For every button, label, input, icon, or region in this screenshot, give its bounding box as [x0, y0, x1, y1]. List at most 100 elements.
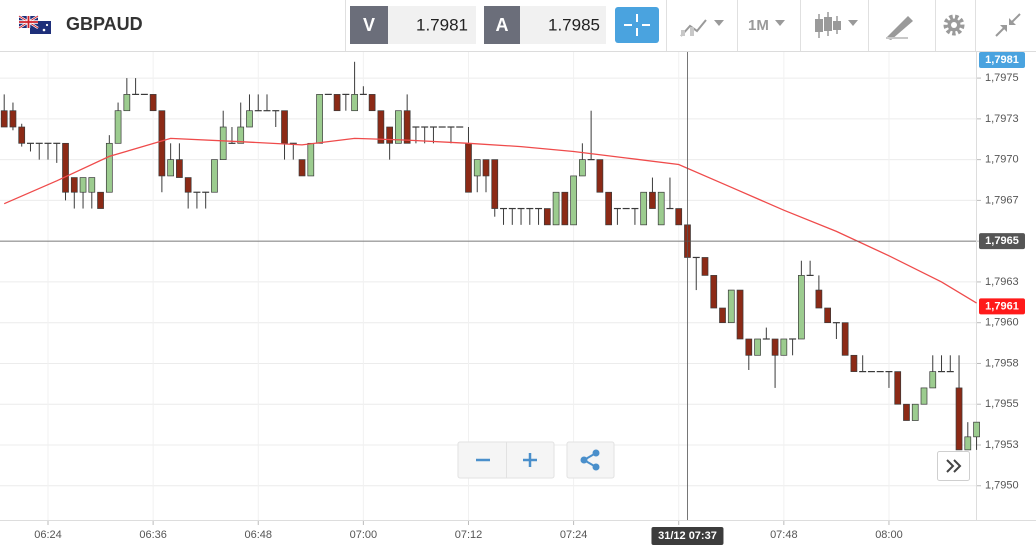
candle-body — [482, 159, 490, 177]
candle-body — [9, 110, 17, 128]
y-tick-label: 1,7950 — [985, 480, 1019, 492]
candle-body — [114, 110, 122, 144]
crosshair-y-label-bg — [979, 233, 1025, 250]
sell-price[interactable]: 1.7981 — [416, 15, 468, 34]
candle-body — [780, 338, 788, 356]
candle-body — [850, 354, 858, 372]
y-tick-label: 1,7970 — [985, 154, 1019, 166]
buy-label-bg[interactable] — [484, 6, 520, 44]
crosshair-button[interactable] — [615, 7, 659, 43]
sell-button[interactable]: V 1.7981 — [350, 6, 476, 44]
buy-label[interactable]: A — [496, 15, 509, 35]
buy-price-bg[interactable] — [520, 6, 606, 44]
candle-body — [727, 289, 735, 324]
candle-body — [298, 159, 306, 177]
x-tick-label: 07:00 — [350, 529, 378, 541]
candle-body — [570, 175, 577, 226]
drawing-button[interactable] — [886, 16, 913, 40]
candle-body — [70, 177, 78, 193]
candle-body — [955, 387, 963, 451]
sell-label-bg[interactable] — [350, 6, 388, 44]
candle-body — [736, 289, 744, 340]
x-tick-label: 07:12 — [455, 529, 483, 541]
buy-button[interactable]: A 1.7985 — [484, 6, 606, 44]
y-tick-label: 1,7955 — [985, 398, 1019, 410]
x-tick-label: 06:24 — [34, 529, 62, 541]
candle-body — [149, 94, 157, 112]
x-tick-label: 07:24 — [560, 529, 588, 541]
candle-body — [377, 110, 385, 144]
candle-body — [176, 159, 183, 178]
candle-body — [465, 142, 472, 193]
candle-body — [351, 94, 358, 112]
candle-body — [158, 110, 166, 177]
candle-body — [18, 126, 26, 144]
sell-price-bg[interactable] — [388, 6, 476, 44]
y-tick-label: 1,7973 — [985, 113, 1019, 125]
plot-area: 1,7975 1,7973 1,7970 1,7967 1,7965 1,7963 1,79… — [0, 52, 1036, 545]
candle-body — [184, 177, 192, 193]
buy-price[interactable]: 1.7985 — [548, 15, 600, 34]
symbol: GBPAUD — [66, 14, 143, 34]
moving-average-line — [3, 137, 977, 304]
candle-body — [657, 191, 665, 226]
x-tick-label: 07:48 — [770, 529, 798, 541]
candle-body — [640, 191, 648, 226]
candle-body — [754, 338, 761, 356]
candle-body — [552, 191, 560, 226]
candle-body — [403, 110, 411, 144]
scroll-right-button[interactable] — [937, 451, 970, 481]
crosshair-y-label: 1,7965 — [985, 235, 1019, 247]
price-marker-label: 1,7961 — [985, 300, 1019, 312]
chart-type-button[interactable] — [680, 19, 724, 37]
candle-body — [219, 126, 227, 160]
zoom-controls — [457, 441, 615, 479]
candle-body — [237, 126, 245, 144]
crosshair-x-label-bg — [651, 527, 724, 545]
candle-body — [473, 159, 481, 177]
y-tick-label: 1,7960 — [985, 317, 1019, 329]
x-tick-label: 06:36 — [139, 529, 167, 541]
price-marker-label: 1,7981 — [985, 54, 1019, 66]
candle-body — [97, 191, 104, 209]
candle-body — [211, 159, 218, 193]
candle-body — [579, 159, 586, 177]
zoom-in-button[interactable] — [523, 453, 537, 467]
toolbar: GBPAUD V 1.7981 A 1.7985 1M — [0, 0, 1036, 52]
candle-body — [894, 371, 902, 405]
share-button[interactable] — [566, 441, 615, 479]
sell-label[interactable]: V — [363, 15, 375, 35]
candle-style-button[interactable] — [815, 12, 858, 38]
candle-body — [543, 208, 551, 226]
price-marker-bg — [979, 298, 1025, 315]
y-tick-label: 1,7963 — [985, 276, 1019, 288]
flag-icon — [18, 14, 51, 34]
candle-body — [841, 322, 849, 356]
x-tick-label: 06:48 — [244, 529, 272, 541]
candle-body — [561, 191, 569, 226]
y-tick-label: 1,7975 — [985, 72, 1019, 84]
timeframe-button[interactable]: 1M — [748, 17, 785, 34]
candle-body — [920, 387, 928, 405]
candle-body — [167, 159, 174, 177]
candle-body — [745, 338, 753, 356]
candle-body — [88, 177, 96, 193]
timeframe[interactable]: 1M — [748, 17, 769, 34]
candle-body — [815, 289, 823, 309]
candle-body — [491, 159, 499, 209]
x-tick-label: 08:00 — [875, 529, 903, 541]
collapse-button[interactable] — [995, 13, 1021, 37]
candle-body — [596, 159, 604, 193]
settings-button[interactable] — [943, 14, 965, 36]
candle-body — [395, 110, 402, 144]
y-tick-label: 1,7958 — [985, 357, 1019, 369]
candle-body — [246, 110, 253, 128]
crosshair-x-label: 31/12 07:37 — [658, 530, 717, 542]
y-tick-label: 1,7953 — [985, 439, 1019, 451]
candle-body — [333, 94, 341, 112]
candle-body — [605, 191, 612, 226]
price-marker-bg — [979, 52, 1025, 68]
candle-body — [79, 177, 87, 193]
candle-body — [824, 307, 831, 324]
